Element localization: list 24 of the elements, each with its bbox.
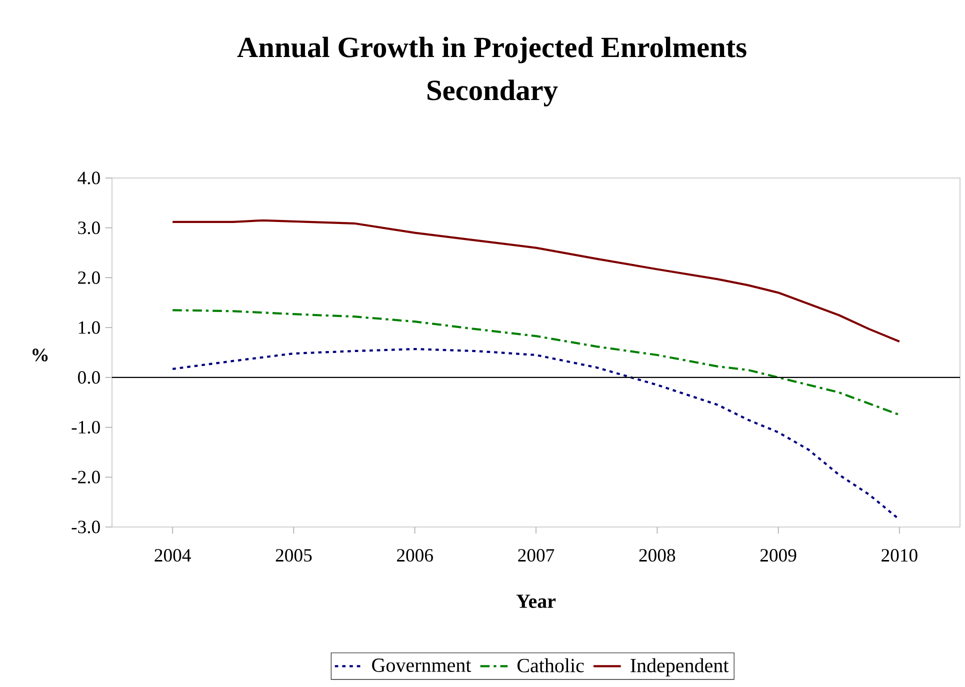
line-series — [172, 219, 900, 343]
y-tick-label: 2.0 — [78, 271, 100, 284]
x-axis-title: Year — [516, 594, 556, 608]
y-tick-label: -2.0 — [72, 470, 100, 484]
y-axis-title: % — [32, 348, 48, 362]
legend-label: Government — [372, 658, 472, 672]
chart-title: Annual Growth in Projected Enrolments — [237, 36, 746, 64]
line-series — [172, 309, 900, 416]
x-tick-label: 2009 — [760, 549, 796, 562]
chart-subtitle: Secondary — [428, 80, 558, 106]
y-tick-label: 0.0 — [78, 371, 100, 384]
x-tick-label: 2010 — [882, 549, 918, 562]
y-tick-label: 4.0 — [78, 172, 100, 184]
x-tick-label: 2007 — [518, 549, 554, 562]
x-tick-label: 2008 — [639, 549, 676, 562]
y-tick-label: -1.0 — [72, 420, 100, 434]
x-tick-label: 2004 — [154, 549, 191, 562]
y-tick-label: 3.0 — [78, 222, 100, 234]
legend-label: Independent — [630, 658, 729, 676]
legend-label: Catholic — [517, 658, 584, 672]
x-tick-label: 2005 — [276, 549, 312, 562]
y-tick-label: 1.0 — [78, 321, 100, 334]
y-tick-label: -3.0 — [72, 520, 100, 534]
x-tick-label: 2006 — [397, 549, 433, 562]
